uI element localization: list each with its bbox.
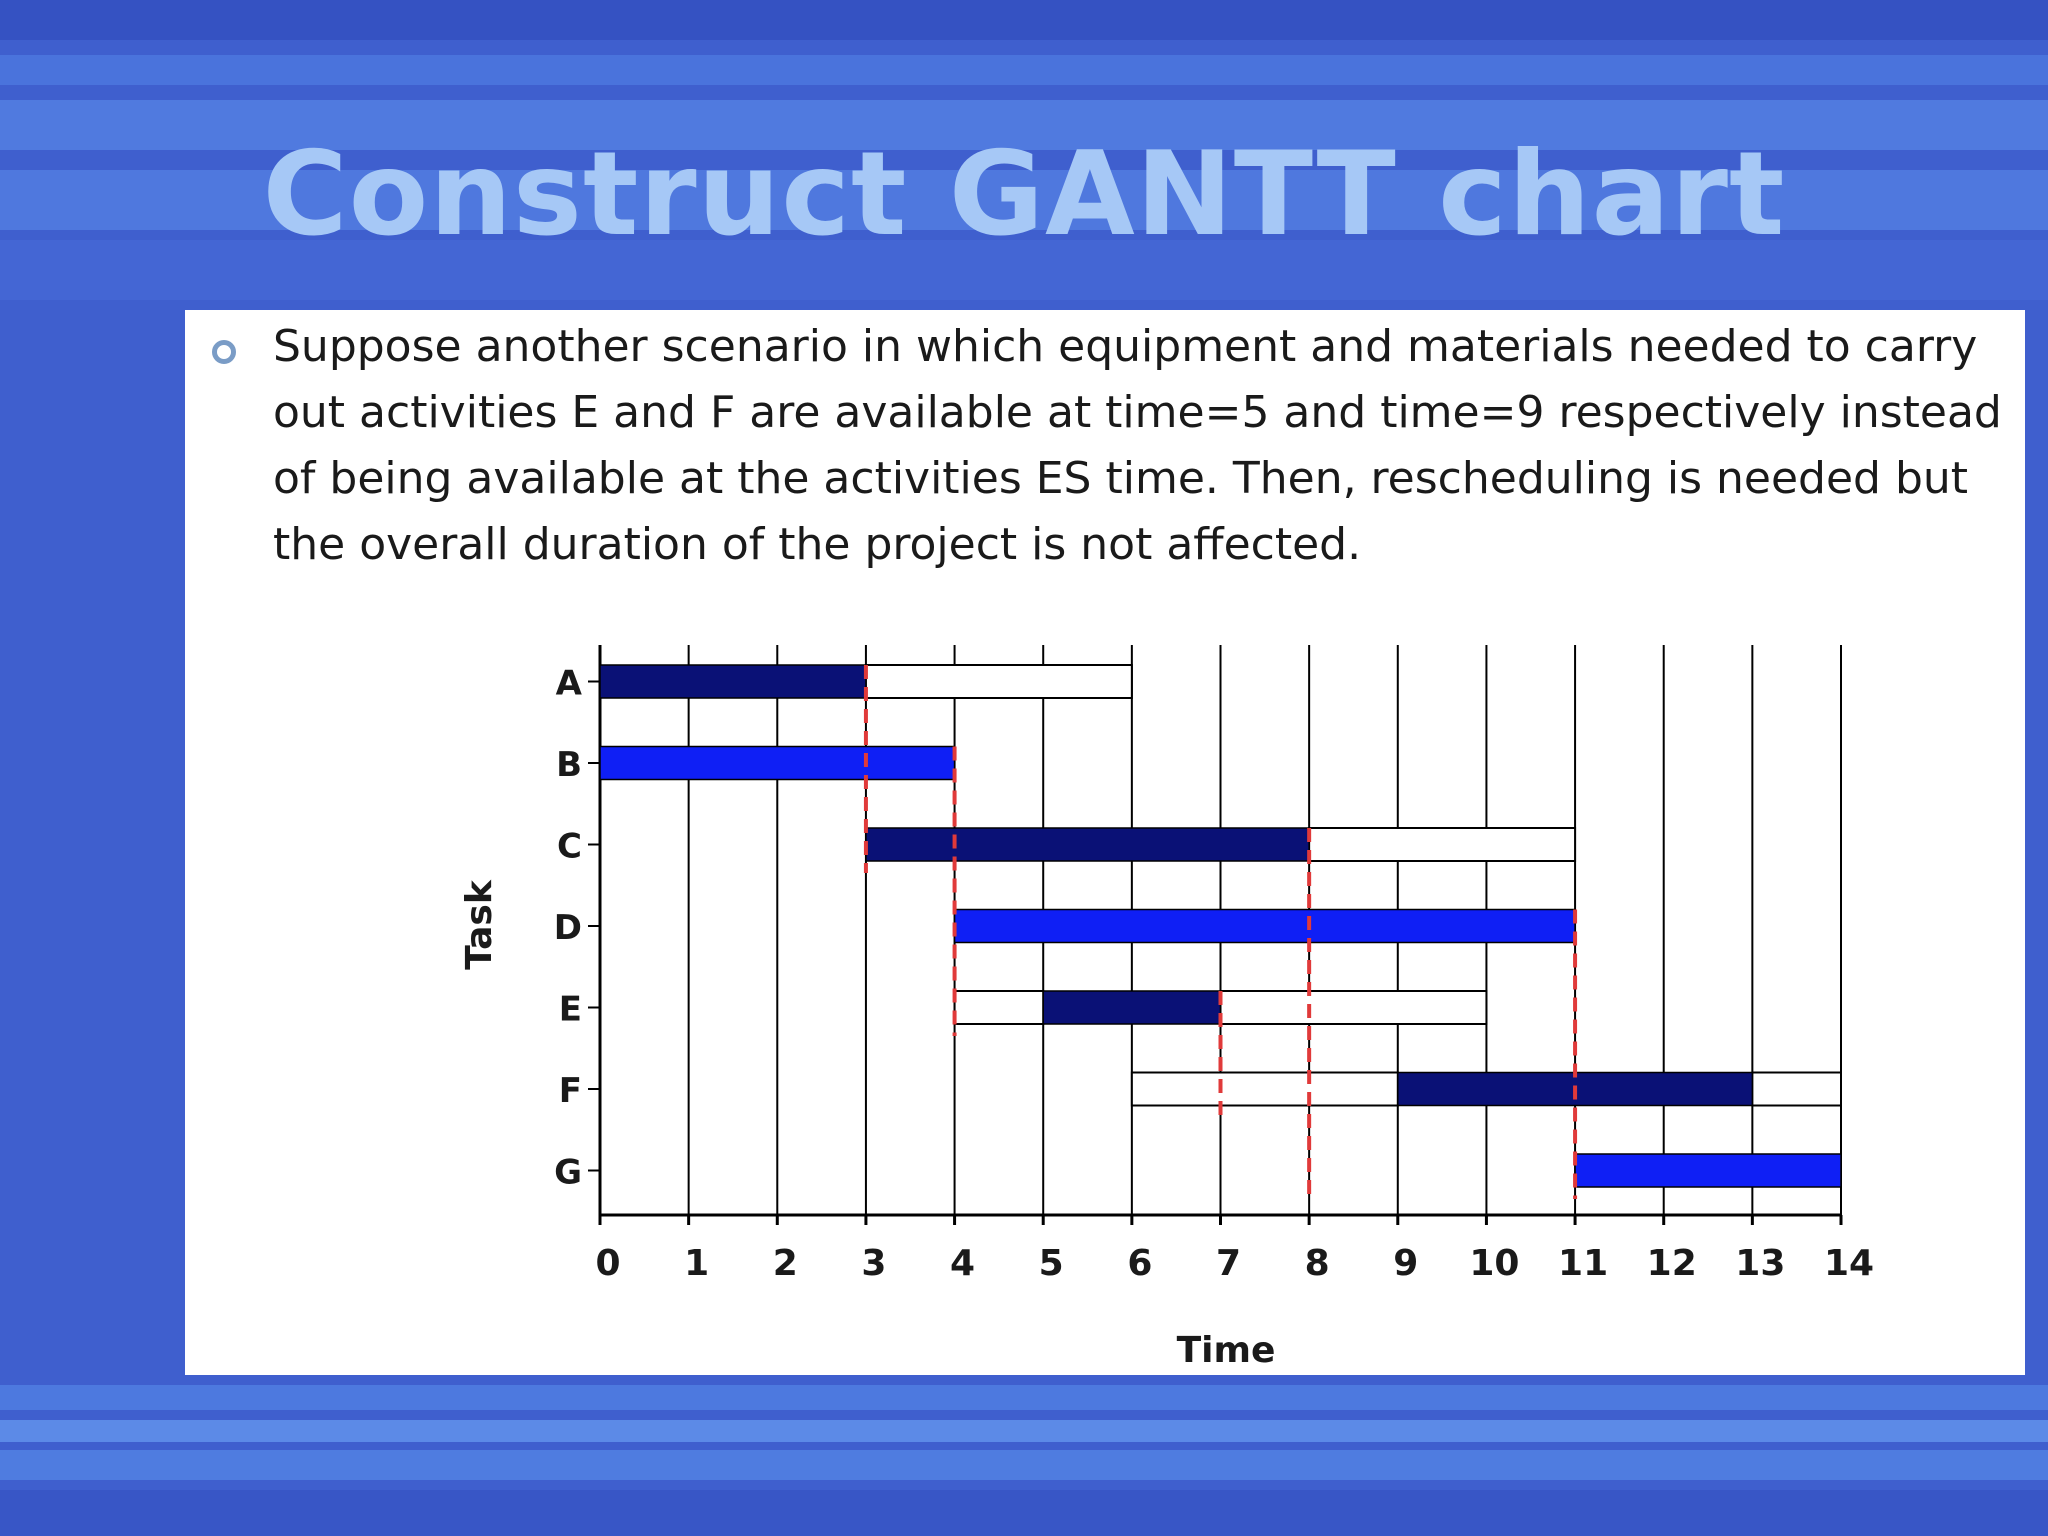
bar-A — [599, 664, 867, 699]
slack-A-0 — [864, 664, 1133, 699]
bar-B — [599, 745, 956, 781]
slack-F-5 — [1751, 1071, 1843, 1107]
task-label-F: F — [559, 1071, 582, 1111]
x-tick-label-1: 1 — [684, 1243, 709, 1284]
x-axis-title: Time — [1177, 1330, 1276, 1371]
x-tick-label-12: 12 — [1647, 1243, 1697, 1284]
bar-C — [865, 827, 1310, 862]
task-label-E: E — [559, 990, 582, 1030]
bullet-marker — [212, 340, 236, 364]
x-tick-label-7: 7 — [1216, 1243, 1241, 1284]
x-tick-label-4: 4 — [950, 1243, 975, 1284]
x-tick-label-3: 3 — [861, 1243, 886, 1284]
slide-title: Construct GANTT chart — [262, 127, 1786, 262]
x-tick-label-13: 13 — [1735, 1243, 1785, 1284]
y-axis-title: Task — [459, 879, 500, 970]
slack-E-2 — [953, 990, 1045, 1025]
slack-E-3 — [1219, 990, 1488, 1025]
task-label-D: D — [554, 908, 582, 948]
x-tick-label-6: 6 — [1127, 1243, 1152, 1284]
x-tick-label-11: 11 — [1558, 1243, 1608, 1284]
task-label-C: C — [557, 827, 582, 867]
bar-G — [1574, 1153, 1842, 1188]
slack-F-4 — [1130, 1071, 1399, 1107]
task-label-B: B — [556, 745, 582, 785]
content-panel: Suppose another scenario in which equipm… — [185, 310, 2025, 1375]
x-tick-label-2: 2 — [773, 1243, 798, 1284]
x-tick-label-14: 14 — [1824, 1243, 1874, 1284]
bullet-text: Suppose another scenario in which equipm… — [273, 321, 2002, 570]
x-tick-label-5: 5 — [1039, 1243, 1064, 1284]
x-tick-label-0: 0 — [595, 1243, 620, 1284]
x-tick-label-9: 9 — [1393, 1243, 1418, 1284]
task-label-G: G — [554, 1153, 582, 1193]
task-label-A: A — [556, 664, 583, 704]
x-tick-label-10: 10 — [1469, 1243, 1519, 1284]
bar-D — [953, 908, 1576, 944]
slack-C-1 — [1308, 827, 1577, 862]
x-tick-label-8: 8 — [1305, 1243, 1330, 1284]
bar-E — [1042, 990, 1222, 1025]
